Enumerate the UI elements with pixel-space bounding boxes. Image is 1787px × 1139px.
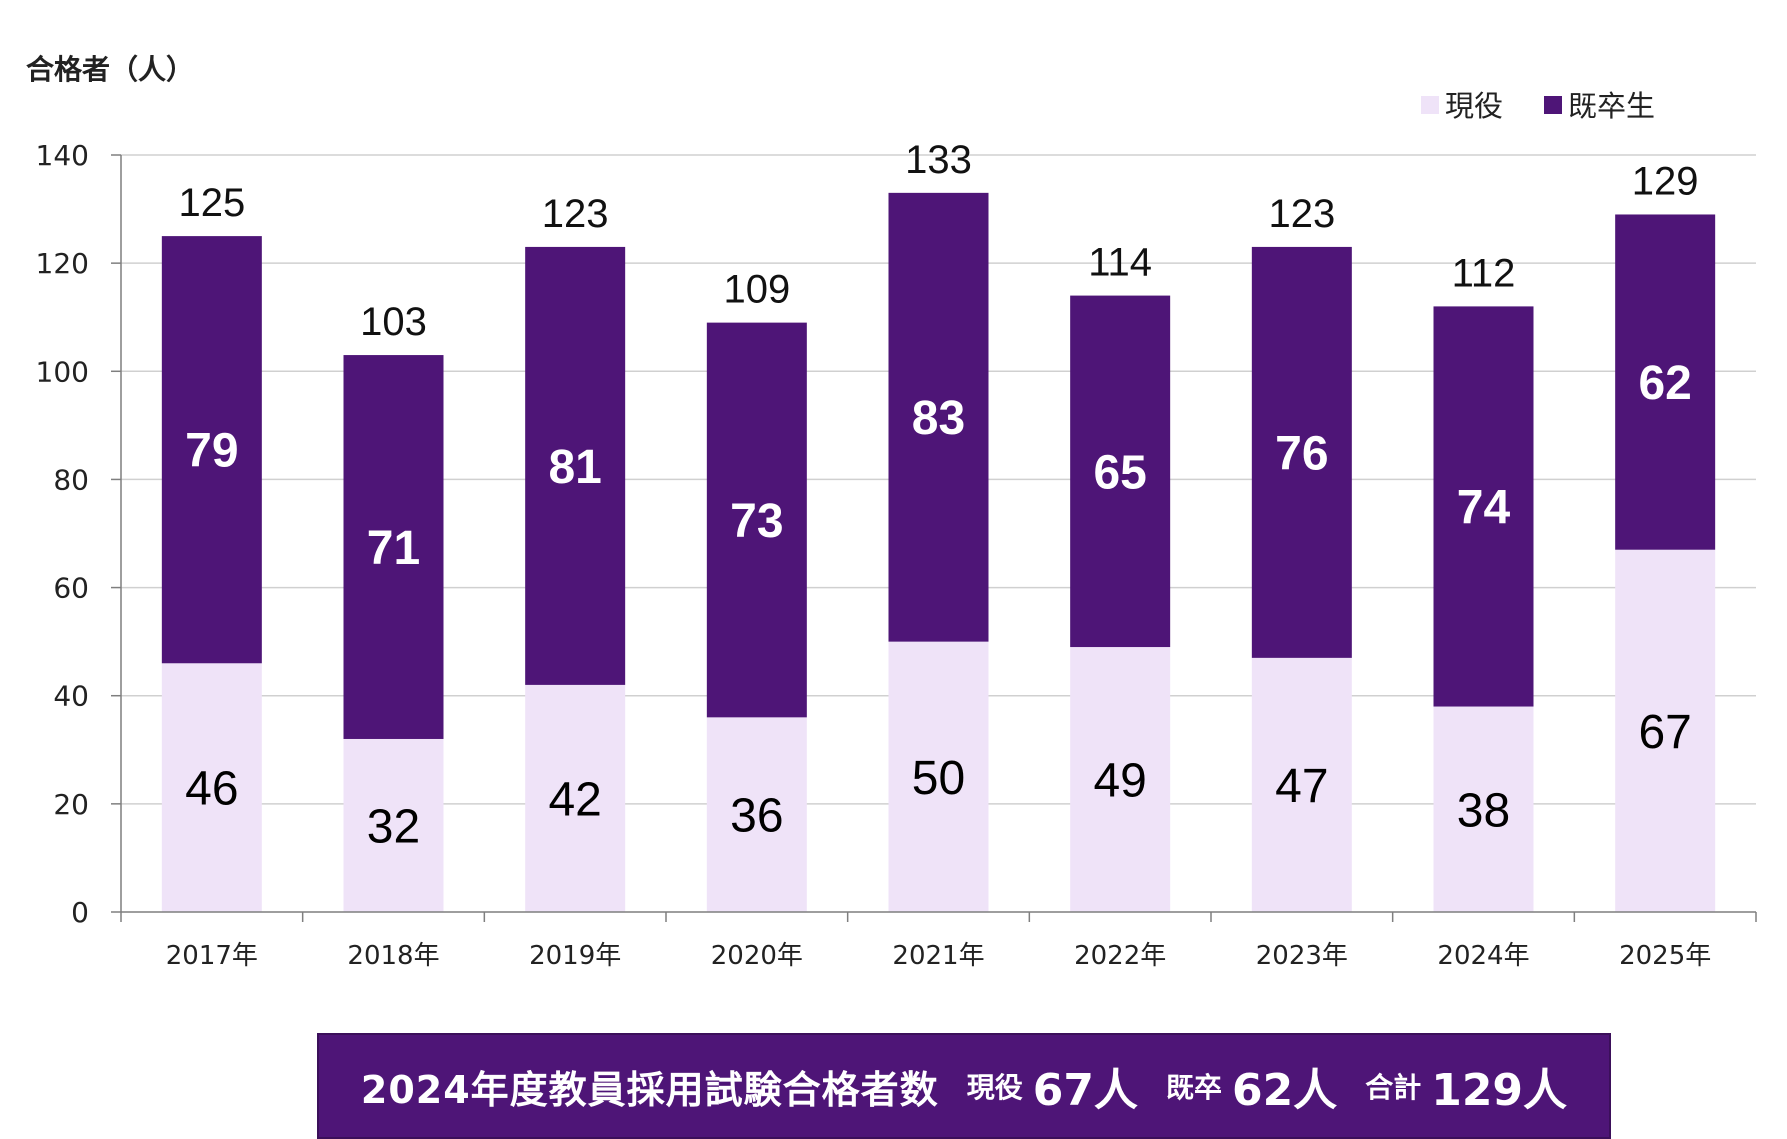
x-tick-label: 2017年 <box>166 941 258 971</box>
banner-current-label: 現役 <box>966 1071 1023 1104</box>
y-tick-label: 20 <box>53 788 89 821</box>
banner-current-value: 67人 <box>1032 1065 1138 1116</box>
y-tick-label: 100 <box>36 355 89 388</box>
bar-value-label: 83 <box>912 392 965 445</box>
bar-segment-current <box>343 738 444 912</box>
legend-swatch <box>1544 96 1562 114</box>
axes <box>120 155 1756 913</box>
bar-value-label: 74 <box>1457 481 1511 534</box>
y-tick-label: 80 <box>53 463 89 496</box>
bar-value-label: 49 <box>1093 755 1146 808</box>
bar-value-label: 73 <box>730 495 783 548</box>
x-tick-label: 2019年 <box>529 941 621 971</box>
y-tick-label: 0 <box>71 896 89 929</box>
bar-value-label: 50 <box>912 752 965 805</box>
y-tick-label: 60 <box>53 572 89 605</box>
bar-total-label: 112 <box>1452 251 1516 295</box>
bar-segment-graduate <box>525 246 626 685</box>
bars: 46 79 125 32 71 103 42 81 123 36 73 109 50 83 133 49 65 1… <box>161 138 1716 912</box>
y-axis-title: 合格者（人） <box>26 53 194 86</box>
bar-value-label: 38 <box>1457 784 1510 837</box>
bar-segment-current <box>525 684 626 912</box>
bar-value-label: 81 <box>548 441 601 494</box>
legend: 現役 既卒生 <box>1421 89 1655 123</box>
y-tick-label: 120 <box>36 247 89 280</box>
bar-segment-current <box>706 717 807 912</box>
bar-segment-graduate <box>343 355 444 739</box>
y-tick-label: 140 <box>36 139 89 172</box>
bar-segment-graduate <box>1070 295 1171 648</box>
bar-segment-current <box>1251 657 1352 912</box>
bar-total-label: 109 <box>723 268 790 312</box>
bar-value-label: 65 <box>1093 446 1146 499</box>
x-tick-label: 2025年 <box>1619 941 1711 971</box>
bar-value-label: 79 <box>185 425 238 478</box>
bar-value-label: 32 <box>367 800 420 853</box>
bar-total-label: 103 <box>360 300 427 344</box>
bar-value-label: 67 <box>1638 706 1691 759</box>
x-tick-label: 2020年 <box>711 941 803 971</box>
bar-segment-graduate <box>161 236 262 664</box>
bar-segment-graduate <box>1615 214 1716 550</box>
bar-total-label: 123 <box>1268 192 1335 236</box>
x-axis-ticks: 2017年 2018年 2019年 2020年 2021年 2022年 2023年 2024年… <box>120 912 1757 971</box>
x-tick-label: 2022年 <box>1074 941 1166 971</box>
banner-total-label: 合計 <box>1365 1071 1422 1104</box>
bar-value-label: 46 <box>185 763 238 816</box>
legend-label: 既卒生 <box>1568 89 1655 123</box>
bar-total-label: 133 <box>905 138 972 182</box>
bar-value-label: 36 <box>730 790 783 843</box>
bar-total-label: 123 <box>542 192 609 236</box>
x-tick-label: 2024年 <box>1437 941 1529 971</box>
bar-segment-current <box>1433 706 1534 912</box>
bar-value-label: 62 <box>1638 357 1691 410</box>
bar-segment-graduate <box>1433 306 1534 707</box>
banner-total-value: 129人 <box>1431 1065 1568 1116</box>
bar-segment-graduate <box>1251 246 1352 658</box>
x-tick-label: 2021年 <box>892 941 984 971</box>
bar-segment-current <box>1615 549 1716 912</box>
bar-value-label: 42 <box>548 773 601 826</box>
bar-segment-graduate <box>888 192 989 642</box>
bar-total-label: 129 <box>1632 159 1699 203</box>
x-tick-label: 2023年 <box>1256 941 1348 971</box>
bar-segment-current <box>161 663 262 912</box>
legend-label: 現役 <box>1445 89 1503 123</box>
banner-graduate-value: 62人 <box>1231 1065 1338 1116</box>
bar-segment-current <box>888 641 989 912</box>
x-tick-label: 2018年 <box>347 941 439 971</box>
banner-graduate-label: 既卒 <box>1165 1071 1222 1104</box>
stacked-bar-chart: 合格者（人） 0 20 40 60 80 100 120 140 46 79 125 32 71 103… <box>26 53 1757 971</box>
bar-segment-current <box>1070 647 1171 912</box>
bar-value-label: 76 <box>1275 427 1328 480</box>
bar-value-label: 47 <box>1275 760 1328 813</box>
y-tick-label: 40 <box>53 680 89 713</box>
bar-total-label: 125 <box>178 181 245 225</box>
bar-value-label: 71 <box>367 522 420 575</box>
bar-segment-graduate <box>706 322 807 718</box>
summary-banner: 2024年度教員採用試験合格者数 現役 67人 既卒 62人 合計 129人 <box>317 1033 1611 1139</box>
banner-title: 2024年度教員採用試験合格者数 <box>360 1067 939 1112</box>
y-axis-ticks: 0 20 40 60 80 100 120 140 <box>36 139 121 929</box>
bar-total-label: 114 <box>1088 241 1152 285</box>
legend-swatch <box>1421 96 1439 114</box>
